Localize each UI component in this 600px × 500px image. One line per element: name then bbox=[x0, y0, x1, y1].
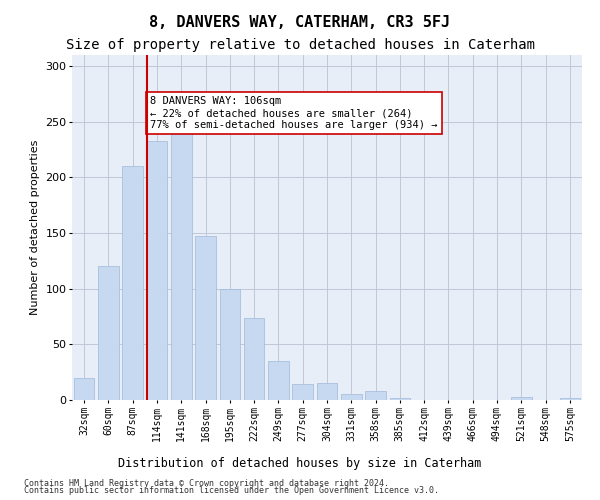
Bar bbox=[74, 378, 94, 400]
Text: Contains HM Land Registry data © Crown copyright and database right 2024.: Contains HM Land Registry data © Crown c… bbox=[24, 478, 389, 488]
Bar bbox=[220, 288, 240, 400]
Bar bbox=[511, 396, 532, 400]
Text: Size of property relative to detached houses in Caterham: Size of property relative to detached ho… bbox=[65, 38, 535, 52]
Bar bbox=[195, 236, 216, 400]
Y-axis label: Number of detached properties: Number of detached properties bbox=[30, 140, 40, 315]
Bar bbox=[365, 391, 386, 400]
Bar bbox=[171, 124, 191, 400]
Bar bbox=[389, 398, 410, 400]
Bar bbox=[268, 361, 289, 400]
Bar bbox=[244, 318, 265, 400]
Bar bbox=[122, 166, 143, 400]
Text: Distribution of detached houses by size in Caterham: Distribution of detached houses by size … bbox=[118, 458, 482, 470]
Text: 8, DANVERS WAY, CATERHAM, CR3 5FJ: 8, DANVERS WAY, CATERHAM, CR3 5FJ bbox=[149, 15, 451, 30]
Bar bbox=[146, 140, 167, 400]
Text: Contains public sector information licensed under the Open Government Licence v3: Contains public sector information licen… bbox=[24, 486, 439, 495]
Bar bbox=[341, 394, 362, 400]
Bar bbox=[292, 384, 313, 400]
Bar bbox=[317, 384, 337, 400]
Bar bbox=[560, 398, 580, 400]
Text: 8 DANVERS WAY: 106sqm
← 22% of detached houses are smaller (264)
77% of semi-det: 8 DANVERS WAY: 106sqm ← 22% of detached … bbox=[151, 96, 438, 130]
Bar bbox=[98, 266, 119, 400]
